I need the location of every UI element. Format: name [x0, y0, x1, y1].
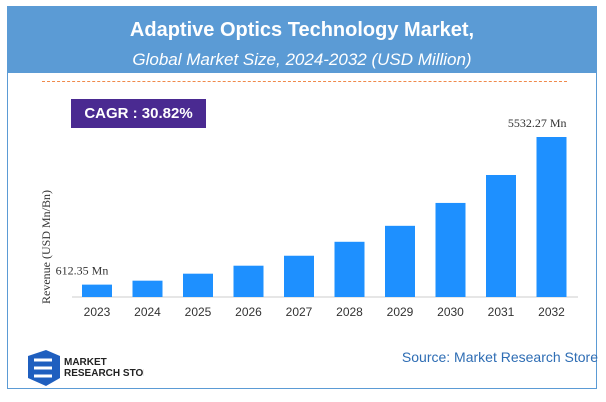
- chart-subtitle: Global Market Size, 2024-2032 (USD Milli…: [132, 50, 472, 69]
- data-label: 612.35 Mn: [56, 264, 109, 278]
- y-axis-label: Revenue (USD Mn/Bn): [39, 190, 53, 304]
- bar-2026: [233, 265, 264, 297]
- x-tick-label: 2025: [185, 305, 212, 319]
- chart-title: Adaptive Optics Technology Market,: [129, 19, 475, 41]
- source-text: Source: Market Research Store: [401, 349, 598, 365]
- x-tick-label: 2023: [84, 305, 111, 319]
- bar-2029: [385, 225, 415, 297]
- x-tick-label: 2031: [488, 305, 515, 319]
- x-tick-label: 2026: [235, 305, 262, 319]
- x-tick-label: 2030: [437, 305, 464, 319]
- svg-text:RESEARCH STORE: RESEARCH STORE: [64, 368, 144, 379]
- bar-2027: [284, 255, 314, 297]
- x-tick-label: 2024: [134, 305, 161, 319]
- bar-2025: [183, 273, 213, 297]
- logo-icon: MARKET RESEARCH STORE: [28, 350, 157, 386]
- bar-2031: [486, 174, 516, 297]
- header: Adaptive Optics Technology Market, Globa…: [8, 7, 596, 73]
- logo: MARKET RESEARCH STORE: [24, 348, 157, 393]
- data-label: 5532.27 Mn: [508, 116, 567, 130]
- bar-2023: [82, 284, 112, 297]
- svg-text:MARKET: MARKET: [64, 357, 107, 368]
- x-tick-label: 2032: [538, 305, 565, 319]
- bar-2024: [132, 280, 163, 297]
- x-tick-label: 2029: [387, 305, 414, 319]
- bar-2030: [435, 202, 466, 297]
- bar-2028: [334, 241, 365, 297]
- bar-2032: [536, 137, 567, 297]
- x-tick-label: 2028: [336, 305, 363, 319]
- divider: [42, 81, 567, 82]
- cagr-badge: CAGR : 30.82%: [71, 99, 206, 128]
- x-tick-label: 2027: [286, 305, 313, 319]
